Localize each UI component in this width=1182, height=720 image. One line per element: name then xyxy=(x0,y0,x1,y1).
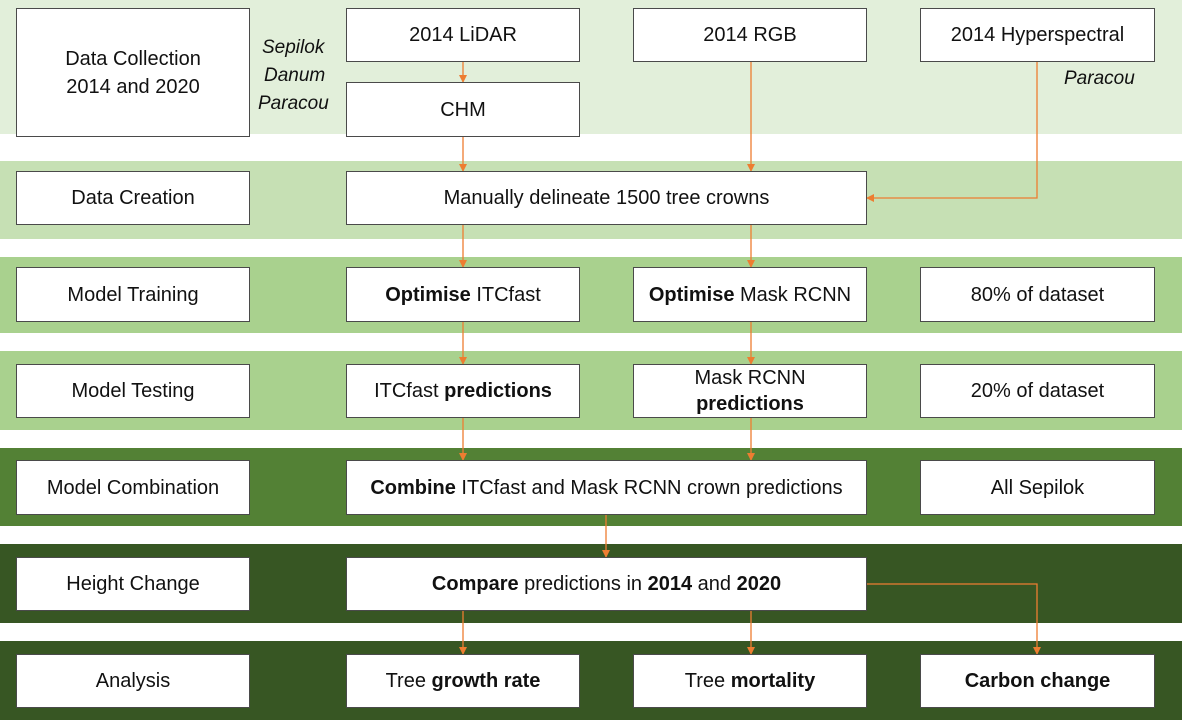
stage-analysis: Analysis xyxy=(16,654,250,708)
node-combine-predictions: Combine ITCfast and Mask RCNN crown pred… xyxy=(346,460,867,515)
optimise-mask-text: Mask RCNN xyxy=(734,283,852,306)
node-compare-predictions: Compare predictions in 2014 and 2020 xyxy=(346,557,867,611)
combine-bold: Combine xyxy=(370,476,456,499)
node-optimise-itcfast: Optimise ITCfast xyxy=(346,267,580,322)
node-carbon-change: Carbon change xyxy=(920,654,1155,708)
site-label-paracou: Paracou xyxy=(258,93,329,114)
node-itcfast-predictions: ITCfast predictions xyxy=(346,364,580,418)
stage-model-combination: Model Combination xyxy=(16,460,250,515)
mask-predictions-text: Mask RCNN xyxy=(694,367,806,389)
optimise-itcfast-text: ITCfast xyxy=(470,283,541,306)
stage-model-training: Model Training xyxy=(16,267,250,322)
growth-bold: growth rate xyxy=(431,670,541,692)
compare-year-2014: 2014 xyxy=(647,573,693,595)
mortality-bold: mortality xyxy=(730,670,816,692)
node-mask-rcnn-predictions: Mask RCNN predictions xyxy=(633,364,867,418)
stage-height-change: Height Change xyxy=(16,557,250,611)
node-chm: CHM xyxy=(346,82,580,137)
mask-predictions-bold: predictions xyxy=(696,393,804,415)
node-2014-rgb: 2014 RGB xyxy=(633,8,867,62)
site-label-sepilok: Sepilok xyxy=(262,37,325,58)
optimise-mask-bold: Optimise xyxy=(648,283,735,306)
node-20-percent-dataset: 20% of dataset xyxy=(920,364,1155,418)
stage-model-testing: Model Testing xyxy=(16,364,250,418)
itcfast-predictions-text: ITCfast xyxy=(374,380,445,402)
compare-bold: Compare xyxy=(431,573,519,595)
node-2014-lidar: 2014 LiDAR xyxy=(346,8,580,62)
stage-data-collection: Data Collection 2014 and 2020 xyxy=(16,8,250,137)
combine-text: ITCfast and Mask RCNN crown predictions xyxy=(455,476,843,499)
compare-year-2020: 2020 xyxy=(736,573,782,595)
compare-and: and xyxy=(692,573,737,595)
itcfast-predictions-bold: predictions xyxy=(444,380,552,402)
compare-text: predictions in xyxy=(518,573,648,595)
arrow-compare-to-carbon xyxy=(867,583,1041,655)
node-tree-growth-rate: Tree growth rate xyxy=(346,654,580,708)
growth-text: Tree xyxy=(385,670,432,692)
site-label-paracou-hyperspectral: Paracou xyxy=(1064,68,1135,89)
arrow-hyper-to-delineate xyxy=(866,62,1038,202)
stage-data-creation: Data Creation xyxy=(16,171,250,225)
mortality-text: Tree xyxy=(684,670,731,692)
node-optimise-mask-rcnn: Optimise Mask RCNN xyxy=(633,267,867,322)
site-label-danum: Danum xyxy=(264,65,326,86)
node-manually-delineate-crowns: Manually delineate 1500 tree crowns xyxy=(346,171,867,225)
node-all-sepilok: All Sepilok xyxy=(920,460,1155,515)
node-2014-hyperspectral: 2014 Hyperspectral xyxy=(920,8,1155,62)
node-80-percent-dataset: 80% of dataset xyxy=(920,267,1155,322)
carbon-change-bold: Carbon change xyxy=(964,670,1111,692)
node-tree-mortality: Tree mortality xyxy=(633,654,867,708)
optimise-itcfast-bold: Optimise xyxy=(385,283,471,306)
